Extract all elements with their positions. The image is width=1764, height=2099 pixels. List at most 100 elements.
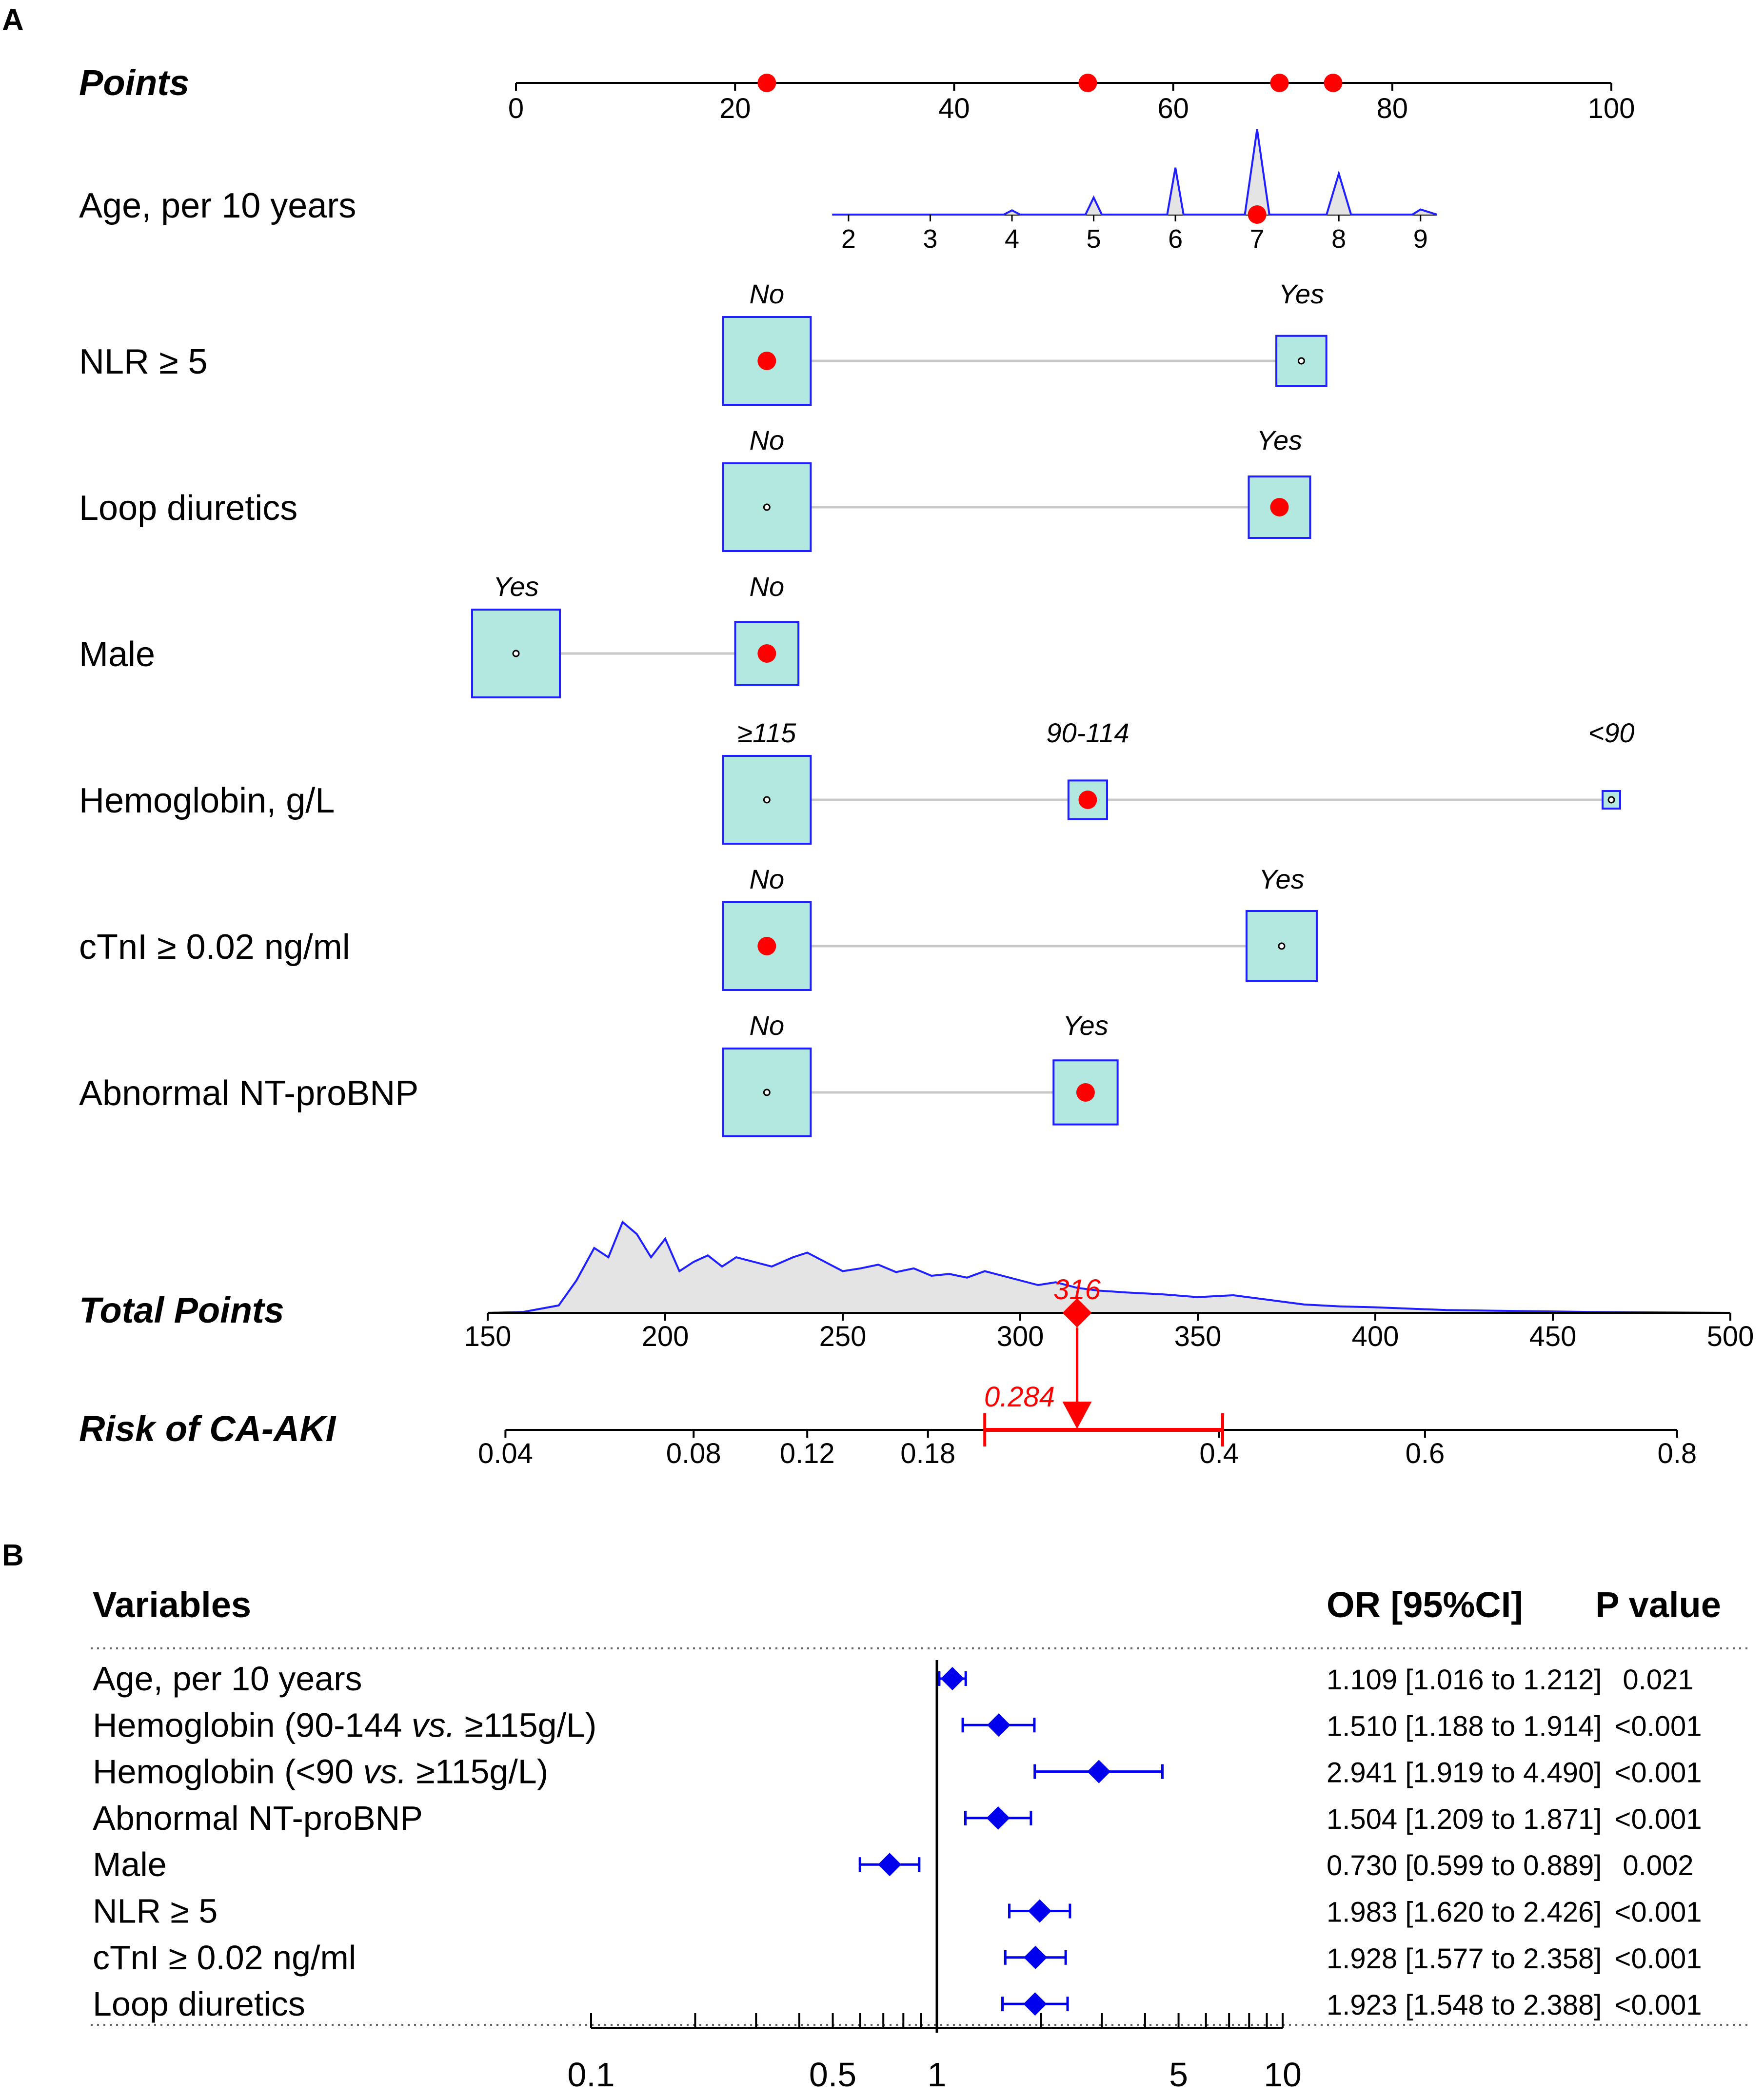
total-points-tick-label: 500 xyxy=(1707,1321,1754,1352)
forest-p-text: 0.021 xyxy=(1623,1664,1693,1696)
forest-or-diamond xyxy=(878,1853,902,1877)
forest-row-label-part: Hemoglobin (90-144 xyxy=(93,1706,412,1744)
forest-row-label: Hemoglobin (90-144 vs. ≥115g/L) xyxy=(93,1706,596,1744)
age-tick-label: 3 xyxy=(923,224,937,254)
age-selected-dot xyxy=(1248,205,1267,224)
forest-row-label: Age, per 10 years xyxy=(93,1660,362,1698)
forest-row-label: Abnormal NT-proBNP xyxy=(93,1799,423,1837)
points-selected-dot xyxy=(1324,74,1343,92)
category-label: Yes xyxy=(1257,425,1302,455)
panel-label-b: B xyxy=(2,1539,24,1572)
category-label: No xyxy=(750,1010,785,1041)
total-points-tick-label: 400 xyxy=(1352,1321,1399,1352)
total-points-marker xyxy=(1062,1298,1092,1327)
category-label: No xyxy=(750,571,785,602)
forest-row-label-italic: vs. xyxy=(363,1753,407,1791)
total-density-fill xyxy=(488,1222,1730,1313)
total-points-label: Total Points xyxy=(79,1290,284,1330)
forest-row-label: NLR ≥ 5 xyxy=(93,1892,218,1930)
category-selected-dot xyxy=(1270,498,1289,516)
forest-or-diamond xyxy=(1024,1945,1048,1969)
age-tick-label: 6 xyxy=(1168,224,1183,254)
category-label: Yes xyxy=(1279,278,1324,309)
forest-or-text: 1.928 [1.577 to 2.358] xyxy=(1327,1943,1602,1975)
forest-x-tick-label: 10 xyxy=(1264,2056,1302,2094)
risk-tick-label: 0.08 xyxy=(666,1438,721,1469)
points-tick-label: 20 xyxy=(719,93,751,124)
category-point xyxy=(1297,357,1305,365)
forest-x-tick-label: 1 xyxy=(928,2056,947,2094)
age-tick-label: 9 xyxy=(1413,224,1428,254)
variable-label: NLR ≥ 5 xyxy=(79,342,208,381)
forest-or-text: 1.510 [1.188 to 1.914] xyxy=(1327,1710,1602,1742)
variable-label: Abnormal NT-proBNP xyxy=(79,1074,418,1113)
category-label: Yes xyxy=(1063,1010,1108,1041)
forest-row-label: Loop diuretics xyxy=(93,1985,305,2023)
category-point xyxy=(763,1089,771,1096)
forest-x-tick-label: 0.5 xyxy=(809,2056,856,2094)
risk-axis-label: Risk of CA-AKI xyxy=(79,1408,337,1449)
forest-row-label: Hemoglobin (<90 vs. ≥115g/L) xyxy=(93,1753,548,1791)
forest-or-text: 1.983 [1.620 to 2.426] xyxy=(1327,1897,1602,1928)
projection-arrowhead xyxy=(1062,1402,1092,1429)
forest-row-label: cTnI ≥ 0.02 ng/ml xyxy=(93,1939,356,1977)
risk-tick-label: 0.6 xyxy=(1406,1438,1445,1469)
forest-or-diamond xyxy=(1087,1760,1111,1783)
category-point xyxy=(763,796,771,804)
total-density-curve xyxy=(487,1220,1731,1314)
total-points-tick-label: 300 xyxy=(997,1321,1044,1352)
panel-label-a: A xyxy=(2,3,24,37)
forest-or-diamond xyxy=(986,1806,1010,1830)
age-tick-label: 8 xyxy=(1331,224,1346,254)
nomogram-panel: Points 0 20 40 60 80 100 Age, per 10 years 2 3 4 5 6… xyxy=(79,62,1754,1469)
age-density-curve xyxy=(832,129,1437,216)
total-points-tick-label: 350 xyxy=(1174,1321,1222,1352)
points-axis-label: Points xyxy=(79,62,189,103)
variable-label: Age, per 10 years xyxy=(79,186,356,225)
forest-header-or: OR [95%CI] xyxy=(1327,1584,1523,1625)
points-tick-label: 60 xyxy=(1157,93,1189,124)
points-tick-label: 0 xyxy=(508,93,524,124)
category-point xyxy=(1607,796,1615,804)
points-selected-dot xyxy=(757,74,776,92)
forest-or-text: 2.941 [1.919 to 4.490] xyxy=(1327,1757,1602,1789)
forest-or-diamond xyxy=(1028,1899,1051,1923)
age-tick-label: 4 xyxy=(1005,224,1019,254)
forest-p-text: <0.001 xyxy=(1614,1943,1702,1975)
forest-or-text: 0.730 [0.599 to 0.889] xyxy=(1327,1850,1602,1881)
forest-p-text: <0.001 xyxy=(1614,1757,1702,1789)
forest-header-p: P value xyxy=(1595,1584,1721,1625)
forest-row-label: Male xyxy=(93,1845,167,1883)
age-tick-label: 7 xyxy=(1250,224,1265,254)
points-selected-dot xyxy=(1270,74,1289,92)
category-selected-dot xyxy=(1078,791,1097,809)
forest-p-text: <0.001 xyxy=(1614,1989,1702,2021)
variable-label: Male xyxy=(79,635,155,674)
category-label: ≥115 xyxy=(737,717,796,748)
forest-p-text: <0.001 xyxy=(1614,1897,1702,1928)
forest-x-tick-label: 5 xyxy=(1169,2056,1188,2094)
risk-tick-label: 0.12 xyxy=(780,1438,835,1469)
category-selected-dot xyxy=(757,644,776,663)
forest-row-label-part: Hemoglobin (<90 xyxy=(93,1753,363,1791)
category-label: No xyxy=(750,278,785,309)
category-point xyxy=(512,650,520,657)
points-selected-dot xyxy=(1078,74,1097,92)
category-box xyxy=(722,755,812,845)
variable-label: Loop diuretics xyxy=(79,489,297,528)
category-point xyxy=(763,503,771,511)
forest-or-text: 1.109 [1.016 to 1.212] xyxy=(1327,1664,1602,1696)
category-selected-dot xyxy=(1076,1083,1095,1102)
category-label: Yes xyxy=(1259,864,1304,894)
forest-or-text: 1.923 [1.548 to 2.388] xyxy=(1327,1989,1602,2021)
forest-row-label-part: ≥115g/L) xyxy=(407,1753,548,1791)
forest-row-label-part: ≥115g/L) xyxy=(455,1706,596,1744)
risk-tick-label: 0.18 xyxy=(900,1438,955,1469)
category-label: No xyxy=(750,864,785,894)
risk-tick-label: 0.4 xyxy=(1199,1438,1239,1469)
total-points-tick-label: 200 xyxy=(642,1321,689,1352)
age-tick-label: 2 xyxy=(841,224,856,254)
points-tick-label: 40 xyxy=(938,93,970,124)
category-label: No xyxy=(750,425,785,455)
